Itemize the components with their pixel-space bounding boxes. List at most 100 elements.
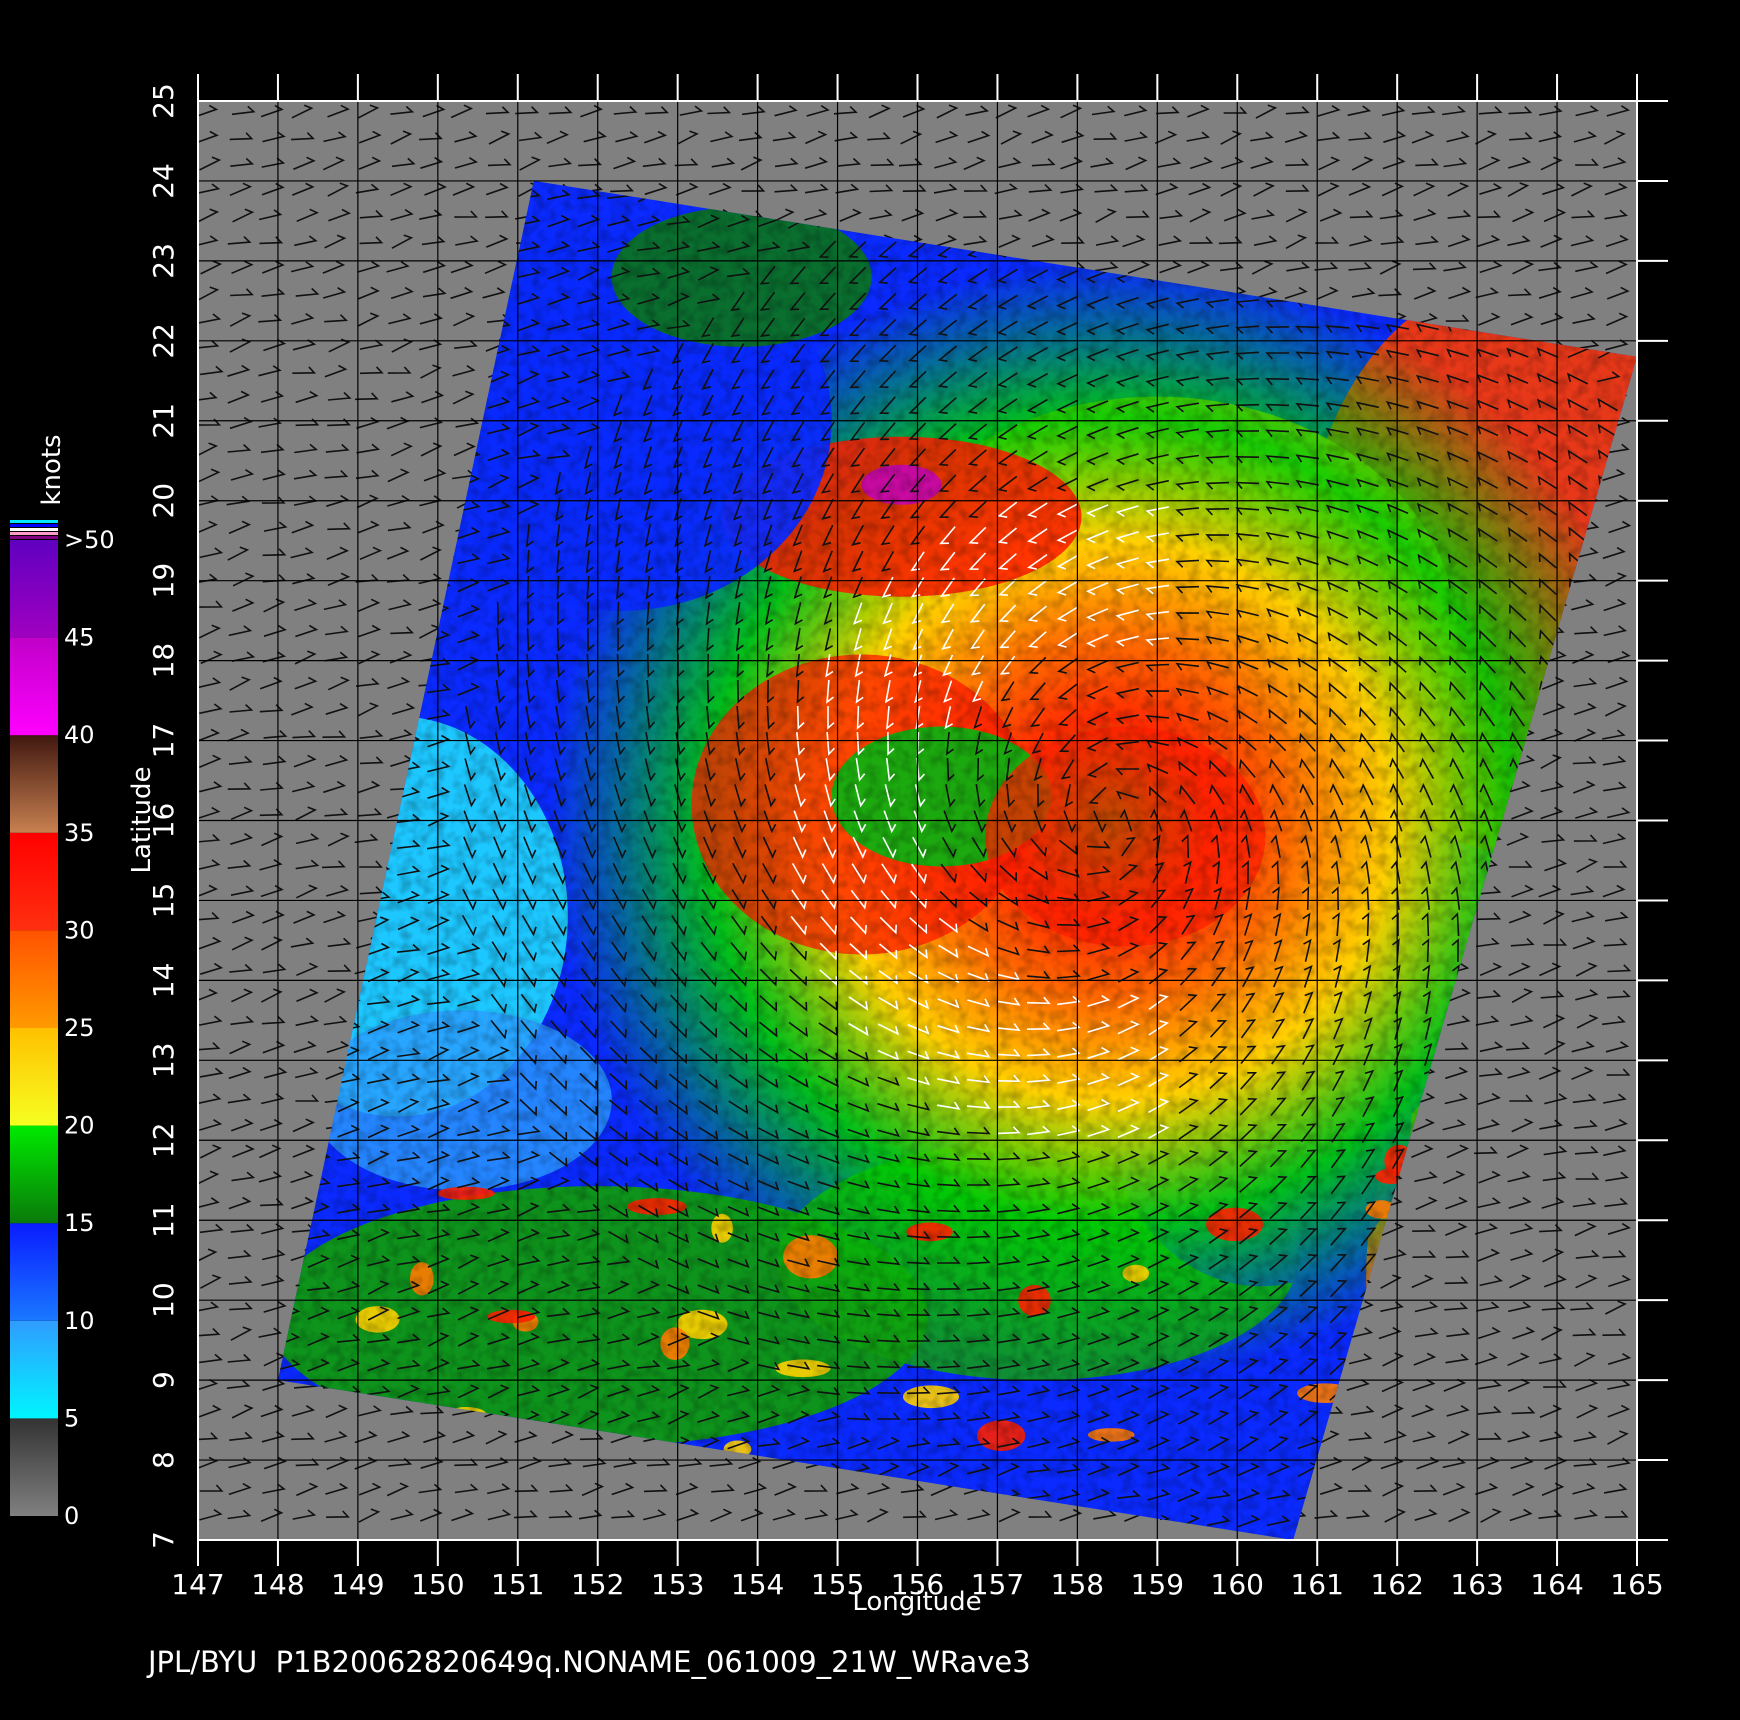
wind-barb xyxy=(1325,402,1350,411)
wind-barb xyxy=(1267,1462,1291,1477)
wind-barb xyxy=(976,757,985,782)
wind-barb xyxy=(1319,1456,1343,1470)
wind-barb xyxy=(464,732,476,756)
wind-barb xyxy=(577,319,601,331)
wind-barb xyxy=(907,319,927,336)
wind-barb xyxy=(846,1361,871,1369)
wind-barb xyxy=(490,993,507,1014)
wind-barb xyxy=(1476,1456,1500,1470)
wind-barb xyxy=(975,783,986,808)
wind-barb xyxy=(1272,912,1282,936)
wind-barb xyxy=(607,215,631,227)
wind-barb xyxy=(1361,1148,1376,1169)
wind-barb xyxy=(517,1359,541,1371)
wind-barb xyxy=(487,423,511,435)
wind-barb xyxy=(548,1510,573,1519)
wind-barb xyxy=(1446,1144,1470,1159)
wind-barb xyxy=(909,474,926,493)
wind-barb xyxy=(198,1456,219,1469)
wind-barb xyxy=(883,628,893,651)
wind-barb xyxy=(1147,1306,1170,1321)
wind-barb xyxy=(577,1307,601,1318)
wind-barb xyxy=(764,602,774,626)
wind-barb xyxy=(548,106,573,115)
wind-barb xyxy=(1115,583,1139,595)
wind-barb xyxy=(420,364,442,379)
wind-barb xyxy=(426,1385,451,1396)
wind-barb xyxy=(324,1431,348,1443)
wind-barb xyxy=(729,994,747,1013)
wind-barb xyxy=(616,575,624,600)
wind-barb xyxy=(1314,261,1339,271)
wind-barb xyxy=(1355,324,1380,333)
wind-barb xyxy=(517,345,541,356)
wind-barb xyxy=(1512,208,1535,223)
wind-barb xyxy=(1117,1436,1141,1450)
wind-barb xyxy=(1451,938,1459,963)
wind-barb xyxy=(1474,1146,1498,1155)
wind-barb xyxy=(547,1307,571,1318)
wind-barb xyxy=(1027,553,1048,570)
wind-barb xyxy=(1479,183,1503,195)
wind-barb xyxy=(1145,558,1170,569)
wind-barb xyxy=(765,627,774,652)
wind-barb xyxy=(639,1020,657,1039)
wind-barb xyxy=(667,1307,691,1319)
wind-barb xyxy=(357,520,380,534)
wind-barb xyxy=(1315,236,1340,244)
wind-barb xyxy=(1205,610,1230,619)
wind-barb xyxy=(1057,868,1080,878)
wind-barb xyxy=(230,1223,255,1233)
wind-barb xyxy=(645,732,656,756)
wind-barb xyxy=(819,318,836,337)
wind-barb xyxy=(1148,1046,1170,1062)
wind-barb xyxy=(1539,603,1557,622)
wind-barb xyxy=(387,1431,411,1443)
wind-barb xyxy=(643,1509,667,1521)
wind-barb xyxy=(1057,1333,1081,1345)
wind-barb xyxy=(967,130,991,144)
wind-barb xyxy=(971,837,987,859)
wind-barb xyxy=(556,653,565,678)
wind-barb xyxy=(450,104,474,119)
wind-barb xyxy=(1207,1515,1231,1527)
wind-barb xyxy=(1604,1197,1629,1208)
wind-barb xyxy=(824,784,836,808)
wind-barb xyxy=(1238,1280,1259,1297)
wind-barb xyxy=(547,423,571,435)
wind-barb xyxy=(850,499,865,520)
wind-barb xyxy=(462,862,477,885)
wind-barb xyxy=(1333,1017,1344,1040)
wind-barb xyxy=(1087,1124,1111,1138)
wind-barb xyxy=(608,1230,629,1244)
wind-barb xyxy=(1572,313,1596,324)
wind-barb xyxy=(1544,1093,1568,1105)
wind-barb xyxy=(906,1360,931,1368)
wind-barb xyxy=(877,1023,900,1036)
wind-barb xyxy=(1145,637,1170,646)
wind-barb xyxy=(1093,810,1107,834)
wind-barb xyxy=(1205,508,1230,516)
wind-barb xyxy=(228,1066,252,1080)
wind-barb xyxy=(556,549,564,574)
wind-barb xyxy=(757,1153,780,1166)
wind-barb xyxy=(1175,507,1199,517)
wind-barb xyxy=(1209,783,1225,805)
wind-barb xyxy=(1412,262,1437,271)
wind-barb xyxy=(427,1280,450,1295)
wind-barb xyxy=(1328,682,1347,699)
wind-barb xyxy=(697,293,721,304)
wind-barb xyxy=(731,420,744,443)
wind-barb xyxy=(711,157,736,168)
wind-barb xyxy=(1576,858,1599,873)
wind-barb xyxy=(795,758,806,782)
wind-barb xyxy=(1271,1044,1286,1065)
wind-barb xyxy=(640,941,657,962)
wind-barb xyxy=(526,575,535,600)
wind-barb xyxy=(967,475,987,492)
wind-barb xyxy=(1175,454,1200,465)
wind-barb xyxy=(1178,1254,1200,1270)
wind-barb xyxy=(291,1196,315,1210)
wind-barb xyxy=(1238,1358,1260,1374)
wind-barb xyxy=(697,1384,720,1399)
